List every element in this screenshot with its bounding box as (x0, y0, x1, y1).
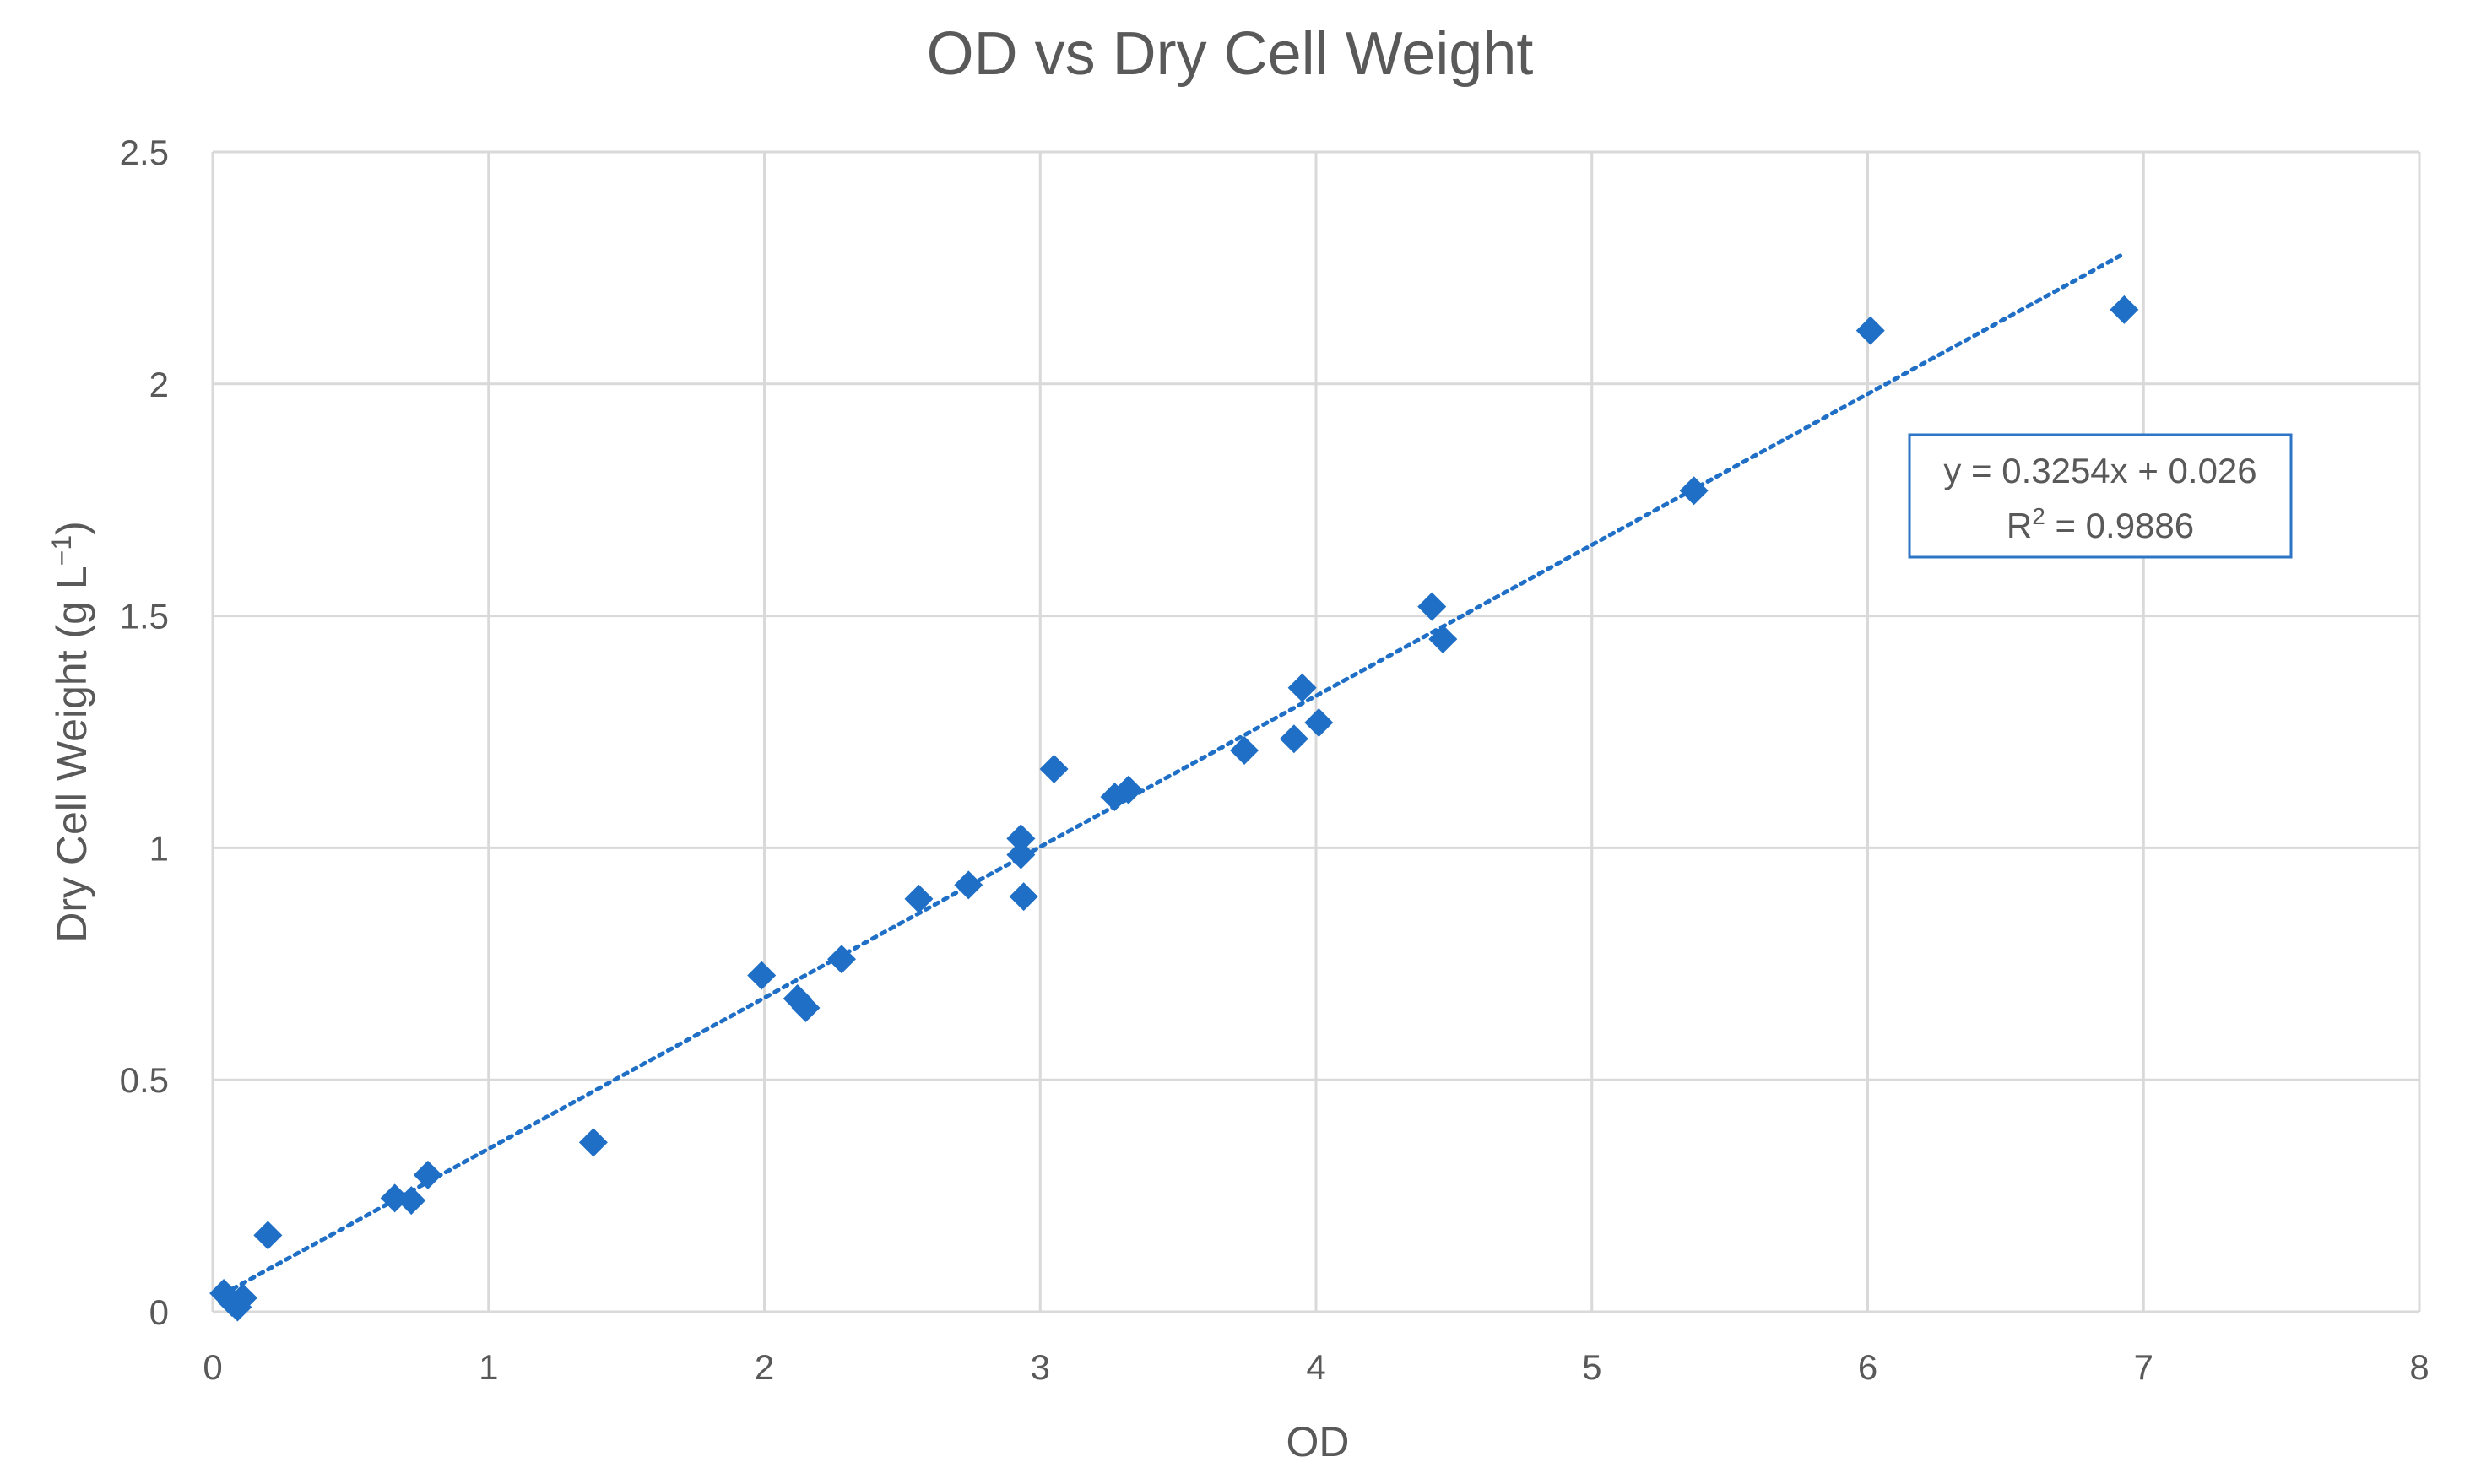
x-tick-label: 6 (1858, 1347, 1877, 1387)
data-point (1006, 840, 1036, 869)
x-tick-label: 4 (1306, 1347, 1325, 1387)
data-point (791, 994, 821, 1023)
data-point (413, 1160, 442, 1189)
chart-title: OD vs Dry Cell Weight (927, 20, 1534, 88)
y-axis-title-main: Dry Cell Weight (g L (48, 566, 95, 942)
y-tick-label: 2.5 (120, 133, 169, 172)
data-point (1279, 724, 1308, 754)
trendline (221, 251, 2126, 1297)
x-tick-label: 0 (203, 1347, 222, 1387)
y-axis-title-close: ) (48, 521, 95, 535)
r-squared-label: R (2007, 506, 2032, 545)
y-tick-label: 1 (149, 828, 169, 868)
data-point (1417, 592, 1447, 621)
data-point (1855, 316, 1885, 345)
data-point (1230, 735, 1259, 765)
data-point (1113, 775, 1143, 804)
y-tick-label: 2 (149, 365, 169, 404)
x-tick-label: 2 (755, 1347, 774, 1387)
data-point (1428, 625, 1458, 654)
data-point (747, 961, 777, 990)
data-point (578, 1128, 608, 1157)
y-tick-label: 0.5 (120, 1060, 169, 1100)
y-tick-labels: 0 0.5 1 1.5 2 2.5 (120, 133, 169, 1332)
x-tick-label: 1 (479, 1347, 498, 1387)
equation-box (1908, 433, 2293, 559)
x-tick-label: 8 (2409, 1347, 2429, 1387)
y-axis-title-sup: −1 (46, 535, 77, 566)
data-point (954, 870, 983, 900)
x-tick-label: 7 (2134, 1347, 2153, 1387)
x-tick-labels: 0 1 2 3 4 5 6 7 8 (203, 1347, 2429, 1387)
data-point (253, 1221, 283, 1250)
data-point (1287, 673, 1317, 702)
data-point (1304, 708, 1334, 738)
data-point (1006, 824, 1036, 853)
y-axis-title: Dry Cell Weight (g L−1) (46, 521, 95, 943)
r-squared-value: = 0.9886 (2045, 506, 2194, 545)
data-points (209, 295, 2139, 1322)
data-point (826, 945, 856, 974)
data-point (2110, 295, 2139, 324)
data-point (904, 884, 934, 913)
data-point (1009, 882, 1038, 912)
x-tick-label: 3 (1031, 1347, 1050, 1387)
trendline-label-box: y = 0.3254x + 0.026 R2 = 0.9886 (1908, 433, 2293, 559)
x-tick-label: 5 (1582, 1347, 1601, 1387)
data-point (228, 1283, 257, 1313)
data-point (1679, 476, 1709, 506)
r-squared-sup: 2 (2032, 503, 2045, 529)
y-tick-label: 1.5 (120, 597, 169, 636)
x-axis-title: OD (1286, 1418, 1350, 1465)
trendline-equation: y = 0.3254x + 0.026 (1943, 451, 2256, 490)
trendline-r-squared: R2 = 0.9886 (2007, 503, 2194, 545)
y-tick-label: 0 (149, 1292, 169, 1332)
data-point (397, 1186, 426, 1216)
data-point (1039, 754, 1069, 783)
